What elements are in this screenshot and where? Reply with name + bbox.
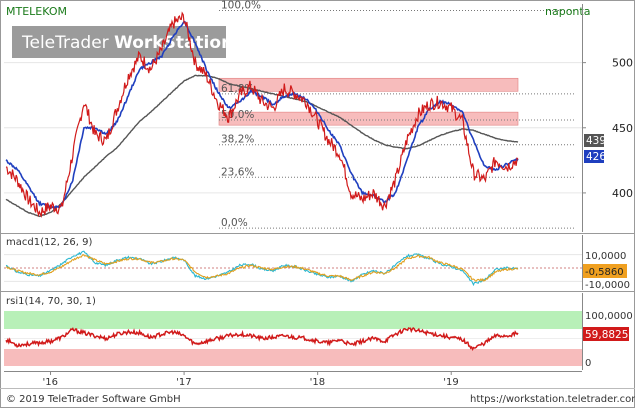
watermark-prefix: TeleTrader xyxy=(21,33,114,53)
macd-tick-bottom: -10,0000 xyxy=(585,280,630,291)
macd-value: -0,5860 xyxy=(585,267,624,278)
fib-label: 61,8% xyxy=(221,83,254,95)
price-axis-ticks: 400 450 500 xyxy=(582,57,633,200)
fib-label: 38,2% xyxy=(221,134,254,146)
price-tick-label: 450 xyxy=(612,122,633,135)
slow-ma-value-badge xyxy=(584,134,604,147)
macd-value-badge xyxy=(583,264,627,278)
price-tick-label: 400 xyxy=(612,187,633,200)
macd-signal-line xyxy=(5,253,519,282)
fast-ma-value-badge xyxy=(584,150,604,163)
macd-panel[interactable]: macd1(12, 26, 9) 10,0000 -10,0000 -0,586… xyxy=(4,235,630,291)
close-price-line xyxy=(5,11,519,218)
symbol-label: MTELEKOM xyxy=(6,5,67,18)
rsi-series-group xyxy=(5,326,519,351)
time-tick-label: '16 xyxy=(43,377,58,388)
rsi-oversold-band xyxy=(4,349,582,366)
rsi-value-badge xyxy=(583,327,629,341)
macd-tick-top: 10,0000 xyxy=(585,251,626,262)
fibonacci-levels: 100,0% 61,8% 50,0% 38,2% 23,6% 0,0% xyxy=(219,0,575,229)
rsi-line xyxy=(5,326,519,351)
footer-url[interactable]: https://workstation.teletrader.com xyxy=(470,394,635,405)
macd-series-group xyxy=(5,250,519,287)
time-axis-ticks: '16 '17 '18 '19 xyxy=(43,371,459,388)
fib-label: 23,6% xyxy=(221,166,254,178)
fib-label: 0,0% xyxy=(221,217,248,229)
rsi-overbought-band xyxy=(4,311,582,329)
fib-label: 100,0% xyxy=(221,0,261,12)
price-tick-label: 500 xyxy=(612,57,633,70)
time-tick-label: '18 xyxy=(310,377,325,388)
fib-label: 50,0% xyxy=(221,109,254,121)
time-tick-label: '19 xyxy=(443,377,458,388)
macd-title: macd1(12, 26, 9) xyxy=(6,237,93,248)
fast-ma-value: 426 xyxy=(586,151,606,163)
resistance-zone xyxy=(218,111,519,126)
rsi-title: rsi1(14, 70, 30, 1) xyxy=(6,296,96,307)
price-gridlines xyxy=(4,62,582,194)
price-series-group xyxy=(5,11,519,218)
price-panel[interactable]: 100,0% 61,8% 50,0% 38,2% 23,6% 0,0% TeleTrade… xyxy=(4,0,633,232)
rsi-panel[interactable]: rsi1(14, 70, 30, 1) 100,0000 0 59,8825 xyxy=(4,293,633,370)
slow-ma-line xyxy=(5,74,519,218)
watermark-bold: WorkStation xyxy=(114,33,233,53)
slow-ma-value: 439 xyxy=(586,135,606,147)
resistance-zones xyxy=(218,77,519,126)
copyright-text: © 2019 TeleTrader Software GmbH xyxy=(6,394,181,405)
rsi-value: 59,8825 xyxy=(585,329,628,341)
rsi-tick-top: 100,0000 xyxy=(585,311,633,322)
time-tick-label: '17 xyxy=(176,377,191,388)
resistance-zone xyxy=(218,77,519,92)
macd-gridlines xyxy=(4,254,582,282)
rsi-tick-bottom: 0 xyxy=(585,358,591,369)
svg-text:TeleTrader WorkStation: TeleTrader WorkStation xyxy=(21,33,233,53)
footer: © 2019 TeleTrader Software GmbH https://… xyxy=(0,388,635,405)
period-label[interactable]: naponta xyxy=(545,5,590,18)
